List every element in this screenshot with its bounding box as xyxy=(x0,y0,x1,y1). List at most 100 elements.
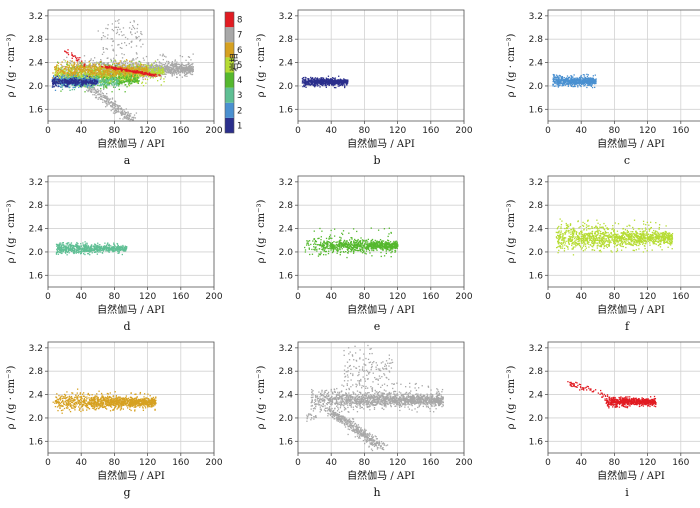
x-tick-label: 40 xyxy=(325,458,337,468)
panel-letter: i xyxy=(625,486,629,499)
x-tick-label: 40 xyxy=(75,126,87,136)
y-axis-label: ρ / (g · cm⁻³) xyxy=(6,200,17,264)
colorbar-label: 1 xyxy=(237,121,242,131)
colorbar-segment xyxy=(225,57,234,73)
y-tick-label: 1.6 xyxy=(279,437,294,447)
x-tick-label: 160 xyxy=(422,126,439,136)
y-tick-label: 2.4 xyxy=(29,225,44,235)
x-tick-label: 0 xyxy=(545,126,551,136)
scatter-points xyxy=(567,381,657,409)
y-tick-label: 2.8 xyxy=(279,201,294,211)
y-tick-label: 2.4 xyxy=(279,225,294,235)
x-tick-label: 120 xyxy=(389,292,406,302)
x-tick-label: 0 xyxy=(295,292,301,302)
y-tick-label: 3.2 xyxy=(529,344,543,354)
x-tick-label: 200 xyxy=(205,458,222,468)
y-axis-label: ρ / (g · cm⁻³) xyxy=(256,200,267,264)
x-tick-label: 0 xyxy=(295,458,301,468)
y-tick-label: 2.8 xyxy=(529,367,544,377)
x-axis-label: 自然伽马 / API xyxy=(347,137,415,150)
series-facies-1 xyxy=(301,75,349,89)
y-tick-label: 2.4 xyxy=(29,59,44,69)
panel-e: 0 40 80 120 160 200 1.6 2.0 2.4 2.8 3.2 自然伽马 / API ρ… xyxy=(256,175,473,333)
series-facies-7 xyxy=(306,344,444,452)
series-facies-8 xyxy=(64,49,161,77)
series-facies-4 xyxy=(304,227,399,259)
y-tick-label: 2.4 xyxy=(279,391,294,401)
x-tick-label: 160 xyxy=(422,458,439,468)
x-tick-label: 120 xyxy=(139,458,156,468)
x-tick-label: 40 xyxy=(325,126,337,136)
y-tick-label: 2.4 xyxy=(529,391,544,401)
y-tick-label: 2.4 xyxy=(29,391,44,401)
colorbar-label: 3 xyxy=(237,91,242,101)
x-tick-label: 120 xyxy=(389,458,406,468)
colorbar-segment xyxy=(225,42,234,58)
y-tick-label: 2.8 xyxy=(279,35,294,45)
scatter-points xyxy=(52,388,157,414)
x-tick-label: 160 xyxy=(422,292,439,302)
colorbar-title: 岩相 xyxy=(228,53,240,71)
y-tick-label: 1.6 xyxy=(29,105,44,115)
plot-frame xyxy=(47,9,215,122)
y-tick-label: 2.0 xyxy=(279,248,294,258)
x-tick-label: 40 xyxy=(325,292,337,302)
x-tick-label: 200 xyxy=(455,292,472,302)
x-axis-label: 自然伽马 / API xyxy=(347,303,415,316)
scatter-points xyxy=(55,241,128,256)
x-tick-label: 120 xyxy=(639,292,656,302)
series-facies-6 xyxy=(52,388,157,414)
x-tick-label: 160 xyxy=(172,458,189,468)
x-tick-label: 40 xyxy=(75,458,87,468)
panel-letter: f xyxy=(625,320,630,333)
y-tick-label: 1.6 xyxy=(279,271,294,281)
y-tick-label: 1.6 xyxy=(529,105,544,115)
x-tick-label: 200 xyxy=(455,126,472,136)
panel-letter: a xyxy=(124,154,131,167)
colorbar-segment xyxy=(225,87,234,103)
plot-frame xyxy=(297,9,465,122)
x-tick-label: 0 xyxy=(45,292,51,302)
panel-letter: d xyxy=(123,320,130,333)
plot-frame xyxy=(297,341,465,454)
series-facies-1 xyxy=(51,75,99,88)
x-tick-label: 40 xyxy=(575,126,587,136)
x-tick-label: 80 xyxy=(359,292,371,302)
x-tick-label: 120 xyxy=(139,126,156,136)
y-tick-label: 1.6 xyxy=(529,437,544,447)
y-axis-label: ρ / (g · cm⁻³) xyxy=(256,34,267,98)
y-tick-label: 2.8 xyxy=(29,35,44,45)
panel-g: 0 40 80 120 160 200 1.6 2.0 2.4 2.8 3.2 自然伽马 / API ρ… xyxy=(6,341,223,499)
y-tick-label: 2.8 xyxy=(279,367,294,377)
grid xyxy=(47,176,215,287)
colorbar-label: 7 xyxy=(237,31,242,41)
x-tick-label: 80 xyxy=(109,292,121,302)
colorbar-segment xyxy=(225,102,234,118)
y-axis-label: ρ / (g · cm⁻³) xyxy=(506,200,517,264)
y-tick-label: 3.2 xyxy=(279,12,293,22)
y-tick-label: 2.0 xyxy=(279,82,294,92)
y-tick-label: 2.4 xyxy=(529,59,544,69)
y-tick-label: 3.2 xyxy=(279,344,293,354)
colorbar-label: 5 xyxy=(237,61,242,71)
plot-area xyxy=(298,176,464,287)
y-tick-label: 2.8 xyxy=(29,201,44,211)
y-tick-label: 2.0 xyxy=(29,414,44,424)
y-axis-label: ρ / (g · cm⁻³) xyxy=(506,366,517,430)
x-tick-label: 0 xyxy=(295,126,301,136)
plot-frame xyxy=(547,9,700,122)
x-axis-label: 自然伽马 / API xyxy=(597,469,665,482)
y-tick-label: 3.2 xyxy=(279,178,293,188)
x-axis-label: 自然伽马 / API xyxy=(597,137,665,150)
x-tick-label: 0 xyxy=(545,458,551,468)
x-tick-label: 200 xyxy=(205,126,222,136)
x-tick-label: 120 xyxy=(639,458,656,468)
panel-letter: e xyxy=(374,320,381,333)
panel-d: 0 40 80 120 160 200 1.6 2.0 2.4 2.8 3.2 自然伽马 / API ρ… xyxy=(6,175,223,333)
x-tick-label: 80 xyxy=(609,126,621,136)
scatter-points xyxy=(306,344,444,452)
colorbar-frame xyxy=(224,11,235,134)
y-tick-label: 1.6 xyxy=(29,437,44,447)
